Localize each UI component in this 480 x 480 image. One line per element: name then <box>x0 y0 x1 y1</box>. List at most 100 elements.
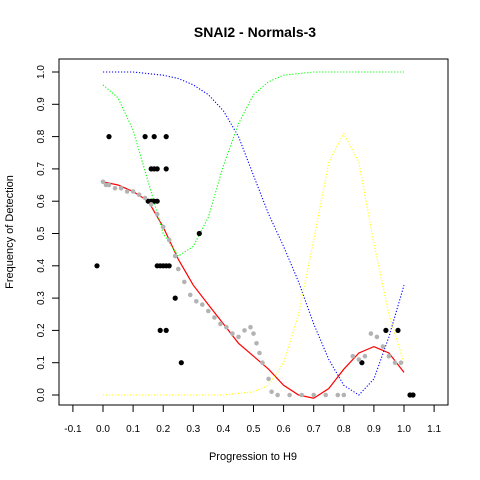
series-1-point <box>212 315 217 320</box>
fit-curves <box>102 71 405 399</box>
series-0-point <box>142 134 148 140</box>
series-1-point <box>275 392 280 398</box>
series-0-point <box>154 198 160 204</box>
series-0-point <box>359 360 365 366</box>
series-1-point <box>380 344 386 349</box>
data-points <box>94 134 416 398</box>
x-tick-label: 1.1 <box>427 424 441 435</box>
series-0-point <box>154 166 160 172</box>
x-tick-label: 0.5 <box>247 424 261 435</box>
x-tick-label: 0.1 <box>126 424 140 435</box>
y-tick-label: 0.5 <box>36 226 47 240</box>
y-tick-label: 0.7 <box>36 162 47 176</box>
x-axis: -0.1 0.0 0.1 0.2 0.3 0.4 0.5 0.6 0.7 0.8 0.9 1.0 1.1 <box>64 405 441 435</box>
series-1-point <box>182 279 187 285</box>
series-1-point <box>266 376 271 382</box>
series-1-point <box>311 392 317 398</box>
series-1-point <box>176 266 181 272</box>
series-0-point <box>157 327 163 333</box>
x-tick-label: 0.8 <box>337 424 351 435</box>
y-tick-label: 0.0 <box>36 388 47 402</box>
x-tick-label: -0.1 <box>64 424 82 435</box>
series-1-point <box>218 321 223 327</box>
series-1-point <box>368 331 374 336</box>
series-0-point <box>410 392 416 398</box>
y-tick-label: 0.3 <box>36 291 47 305</box>
y-axis: 0.0 0.1 0.2 0.3 0.4 0.5 0.6 0.7 0.8 0.9 1.0 <box>36 65 59 402</box>
series-0-point <box>106 134 112 140</box>
series-0-point <box>151 134 157 140</box>
series-0-point <box>163 166 169 172</box>
x-tick-label: 0.7 <box>307 424 321 435</box>
series-1-point <box>200 302 205 307</box>
series-0-point <box>395 327 401 333</box>
series-1-point <box>374 334 380 340</box>
series-1-point <box>323 392 329 398</box>
series-0-point <box>163 134 169 140</box>
series-1-point <box>166 237 172 243</box>
series-1-point <box>260 360 265 366</box>
series-1-point <box>136 192 142 197</box>
chart-title: SNAI2 - Normals-3 <box>194 24 316 40</box>
series-1-point <box>398 360 404 366</box>
series-0-point <box>94 263 100 269</box>
series-1-point <box>142 195 148 201</box>
series-1-point <box>106 182 112 188</box>
series-1-point <box>248 324 253 330</box>
y-tick-label: 0.8 <box>36 129 47 143</box>
x-tick-label: 1.0 <box>397 424 411 435</box>
series-1-point <box>124 189 130 194</box>
series-4-curve <box>102 71 404 257</box>
series-1-point <box>350 353 356 359</box>
x-tick-label: 0.9 <box>367 424 381 435</box>
series-1-point <box>341 392 347 398</box>
x-tick-label: 0.0 <box>96 424 110 435</box>
x-tick-label: 0.2 <box>156 424 170 435</box>
series-0-point <box>178 360 184 366</box>
series-1-point <box>257 350 262 356</box>
series-1-point <box>251 331 256 336</box>
series-1-point <box>224 324 229 330</box>
y-tick-label: 0.4 <box>36 258 47 272</box>
series-1-point <box>100 179 106 185</box>
series-1-point <box>160 224 166 230</box>
series-0-point <box>163 327 169 333</box>
series-1-point <box>362 353 368 359</box>
series-5-curve <box>103 132 405 396</box>
series-1-point <box>356 357 362 362</box>
series-1-point <box>392 360 398 366</box>
series-1-point <box>386 353 392 359</box>
y-tick-label: 0.2 <box>36 323 47 337</box>
x-tick-label: 0.3 <box>186 424 200 435</box>
series-1-point <box>172 253 178 259</box>
series-1-point <box>269 389 274 395</box>
series-0-point <box>196 230 202 237</box>
series-1-point <box>335 392 341 398</box>
x-tick-label: 0.4 <box>216 424 230 435</box>
y-tick-label: 1.0 <box>36 65 47 79</box>
y-tick-label: 0.1 <box>36 355 47 369</box>
series-1-point <box>112 186 118 191</box>
series-1-point <box>130 189 136 194</box>
series-1-point <box>118 186 124 191</box>
series-3-curve <box>103 71 405 396</box>
series-1-point <box>194 299 199 304</box>
series-1-point <box>188 292 193 298</box>
series-1-point <box>242 328 247 333</box>
series-0-point <box>383 327 389 333</box>
series-1-point <box>299 392 305 398</box>
x-tick-label: 0.6 <box>277 424 291 435</box>
series-1-point <box>236 334 241 340</box>
y-axis-label: Frequency of Detection <box>4 175 16 289</box>
y-tick-label: 0.9 <box>36 97 47 111</box>
x-axis-label: Progression to H9 <box>209 451 297 463</box>
series-1-point <box>206 308 211 314</box>
series-1-point <box>148 202 154 207</box>
series-1-point <box>287 392 292 398</box>
y-tick-label: 0.6 <box>36 194 47 208</box>
series-1-point <box>154 211 160 217</box>
series-0-point <box>172 295 178 301</box>
series-1-point <box>254 341 259 346</box>
series-2-curve <box>102 181 405 399</box>
